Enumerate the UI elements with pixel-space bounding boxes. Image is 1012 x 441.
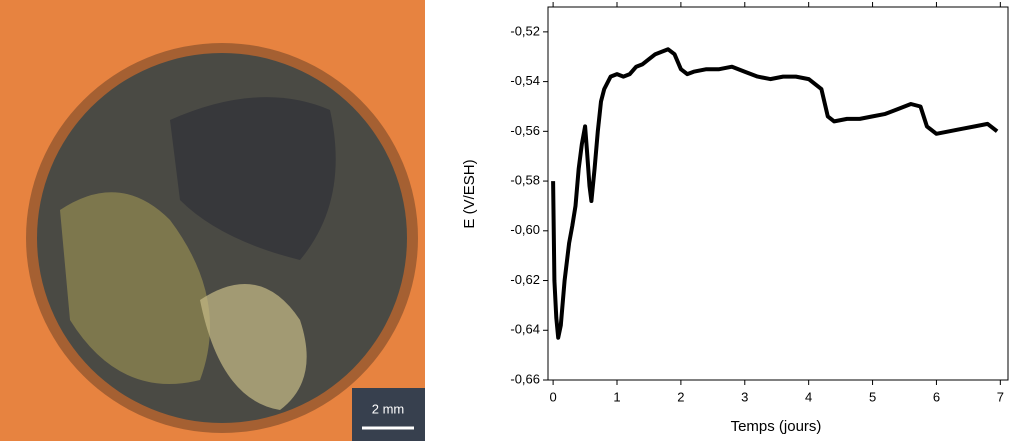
x-tick-label: 4 xyxy=(805,389,812,404)
y-tick-label: -0,58 xyxy=(510,173,540,188)
x-tick-label: 5 xyxy=(869,389,876,404)
y-tick-label: -0,62 xyxy=(510,272,540,287)
x-axis-title: Temps (jours) xyxy=(731,418,822,435)
y-tick-label: -0,64 xyxy=(510,322,540,337)
photo: 2 mm xyxy=(0,0,425,441)
x-tick-label: 1 xyxy=(613,389,620,404)
y-tick-label: -0,52 xyxy=(510,23,540,38)
photo-dark-area xyxy=(170,97,336,260)
scale-bar-label: 2 mm xyxy=(372,401,405,416)
y-axis-title: E (V/ESH) xyxy=(461,159,478,228)
plot-frame xyxy=(547,6,1009,381)
x-tick-label: 7 xyxy=(997,389,1004,404)
x-tick-label: 0 xyxy=(549,389,556,404)
x-tick-label: 2 xyxy=(677,389,684,404)
photo-stain xyxy=(200,284,307,410)
x-tick-label: 3 xyxy=(741,389,748,404)
scale-bar-box xyxy=(352,388,425,441)
x-tick-label: 6 xyxy=(933,389,940,404)
y-tick-label: -0,66 xyxy=(510,371,540,386)
y-tick-label: -0,54 xyxy=(510,73,540,88)
y-tick-label: -0,60 xyxy=(510,222,540,237)
potential-line xyxy=(551,47,999,340)
y-tick-label: -0,56 xyxy=(510,123,540,138)
photo-stain xyxy=(60,192,210,384)
